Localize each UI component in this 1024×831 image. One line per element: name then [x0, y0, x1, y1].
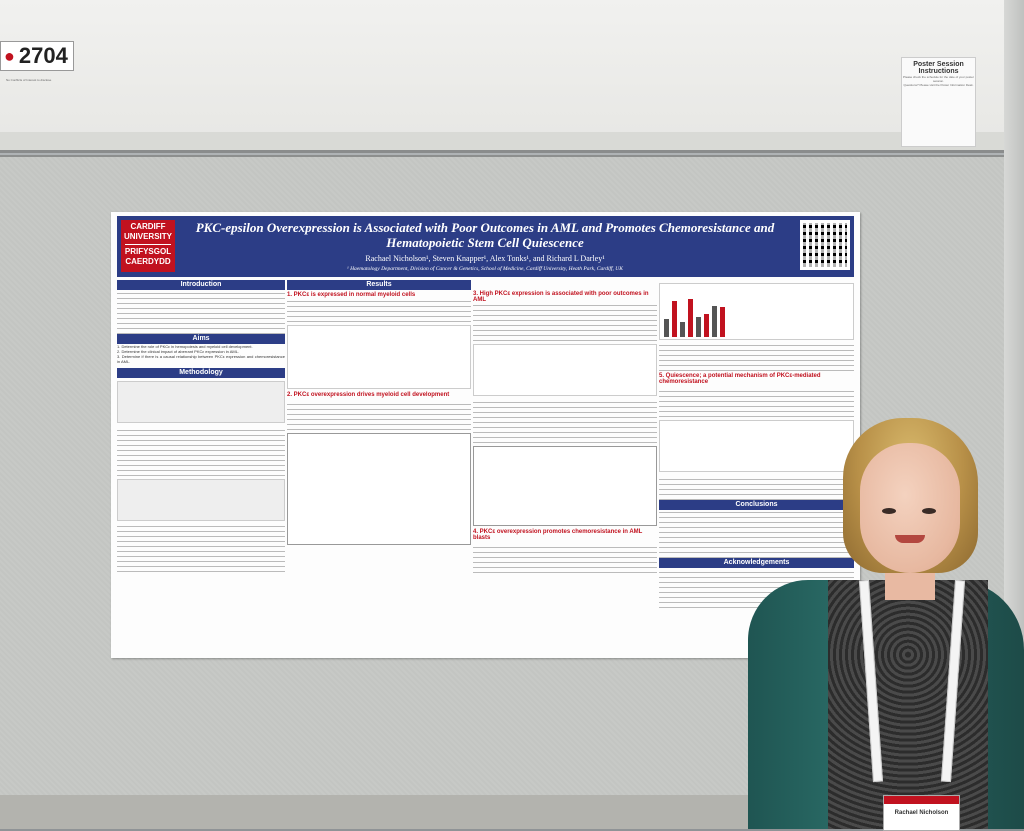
smile: [895, 535, 925, 543]
presenter-person: Rachael Nicholson: [748, 415, 1024, 831]
result-1-figure: [287, 325, 471, 389]
survival-figure: [473, 446, 657, 526]
bar: [672, 301, 677, 337]
result-4-text: [473, 543, 657, 573]
aim-3: 3. Determine if there is a causal relati…: [117, 354, 285, 364]
poster-authors: Rachael Nicholson¹, Steven Knapper¹, Ale…: [365, 254, 605, 263]
methodology-header: Methodology: [117, 368, 285, 378]
badge-strip: [884, 796, 959, 804]
conclusions-text: [659, 510, 854, 558]
acknowledgements-header: Acknowledgements: [659, 558, 854, 568]
poster-column-1: Introduction Aims 1. Determine the role …: [117, 280, 285, 572]
result-4-text-2: [659, 343, 854, 371]
badge-name: Rachael Nicholson: [894, 810, 949, 816]
poster-affiliation: ¹ Haematology Department, Division of Ca…: [347, 266, 623, 272]
result-5-title: 5. Quiescence; a potential mechanism of …: [659, 373, 821, 385]
method-figure-2: [117, 479, 285, 521]
result-1-text: [287, 300, 471, 322]
header-strip: [0, 132, 1004, 150]
aims-header: Aims: [117, 334, 285, 344]
result-3-text: [473, 305, 657, 341]
scientific-poster: CARDIFF UNIVERSITY PRIFYSGOL CAERDYDD PK…: [111, 212, 860, 658]
result-3-text-2: [473, 399, 657, 443]
conclusions-header: Conclusions: [659, 500, 854, 510]
poster-column-3: 3. High PKCε expression is associated wi…: [473, 280, 657, 573]
poster-title: PKC-epsilon Overexpression is Associated…: [195, 220, 775, 250]
result-4-title: 4. PKCε overexpression promotes chemores…: [473, 529, 643, 541]
result-2-title: 2. PKCε overexpression drives myeloid ce…: [287, 392, 450, 398]
result-5-text: [659, 387, 854, 417]
bar: [696, 316, 701, 337]
method-text-2: [117, 524, 285, 572]
pin-icon: ●: [4, 45, 15, 66]
result-1-title: 1. PKCε is expressed in normal myeloid c…: [287, 292, 416, 298]
result-5-figure: [659, 420, 854, 472]
intro-text: [117, 290, 285, 334]
lace-top: [828, 580, 988, 829]
result-2-text: [287, 400, 471, 430]
method-figure-1: [117, 381, 285, 423]
instructions-sheet: Poster Session Instructions Please check…: [901, 57, 976, 147]
bar: [712, 306, 717, 337]
logo-divider: [125, 244, 171, 245]
instructions-line-2: Questions? Please visit the Poster Infor…: [903, 83, 974, 87]
result-4-bars: [660, 284, 853, 339]
left-eye: [882, 508, 896, 514]
result-3-title: 3. High PKCε expression is associated wi…: [473, 291, 649, 303]
aim-2: 2. Determine the clinical impact of aber…: [117, 349, 240, 354]
poster-column-2: Results 1. PKCε is expressed in normal m…: [287, 280, 471, 548]
bar: [680, 321, 685, 337]
name-badge: Rachael Nicholson: [883, 795, 960, 831]
result-2-figure: [287, 433, 471, 545]
bar: [720, 307, 725, 337]
result-5-text-2: [659, 475, 854, 500]
university-logo: CARDIFF UNIVERSITY PRIFYSGOL CAERDYDD: [121, 220, 175, 272]
face: [860, 443, 960, 573]
poster-column-4: 5. Quiescence; a potential mechanism of …: [659, 280, 854, 608]
aim-1: 1. Determine the role of PKCε in hemopoi…: [117, 344, 253, 349]
qr-code-icon: [800, 220, 850, 270]
poster-banner: CARDIFF UNIVERSITY PRIFYSGOL CAERDYDD PK…: [117, 216, 854, 277]
intro-header: Introduction: [117, 280, 285, 290]
results-header-left: Results: [287, 280, 471, 290]
board-number: ● 2704: [0, 41, 74, 71]
bar: [664, 319, 669, 337]
header-panel: [0, 0, 1004, 153]
result-4-figure: [659, 283, 854, 340]
method-text: [117, 426, 285, 476]
bar: [688, 298, 693, 337]
tiny-notes: No Conflicts of Interest to disclose: [6, 78, 52, 82]
instructions-line-1: Please check the schedule for the date o…: [903, 75, 974, 83]
bar: [704, 314, 709, 337]
instructions-title: Poster Session Instructions: [913, 61, 964, 75]
result-3-figure: [473, 344, 657, 396]
right-eye: [922, 508, 936, 514]
